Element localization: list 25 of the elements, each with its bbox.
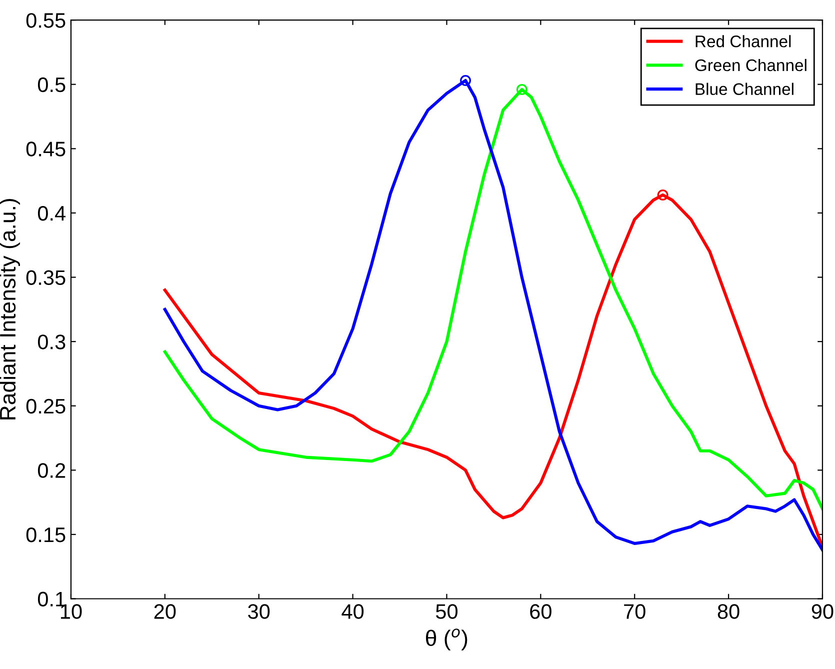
- x-tick-label: 60: [530, 604, 552, 619]
- point: [516, 84, 528, 96]
- y-tick-label: 0.2: [38, 463, 66, 478]
- y-tick-label: 0.5: [38, 77, 66, 92]
- x-tick-label: 50: [436, 604, 458, 619]
- x-tick-label: 90: [812, 604, 834, 619]
- y-tick-label: 0.4: [38, 206, 66, 221]
- y-tick-label: 0.45: [26, 142, 66, 156]
- x-axis-title: θ ($^{o}$): [426, 628, 468, 650]
- x-tick-label: 10: [60, 604, 82, 619]
- x-tick-label: 80: [718, 604, 740, 619]
- y-tick-label: 0.25: [26, 398, 66, 414]
- legend-label: Green Channel: [695, 58, 806, 72]
- point: [460, 75, 472, 86]
- y-tick-label: 0.35: [26, 270, 66, 286]
- y-tick-label: 0.55: [26, 13, 66, 28]
- legend-label: Red Channel: [696, 35, 791, 48]
- x-tick-label: 20: [154, 604, 176, 619]
- point: [657, 189, 668, 200]
- x-tick-label: 40: [342, 604, 364, 619]
- y-tick-label: 0.15: [26, 527, 66, 542]
- x-tick-label: 70: [624, 604, 646, 619]
- legend-label: Blue Channel: [696, 82, 794, 96]
- x-tick-label: 30: [248, 604, 270, 619]
- y-tick-label: 0.3: [38, 334, 66, 350]
